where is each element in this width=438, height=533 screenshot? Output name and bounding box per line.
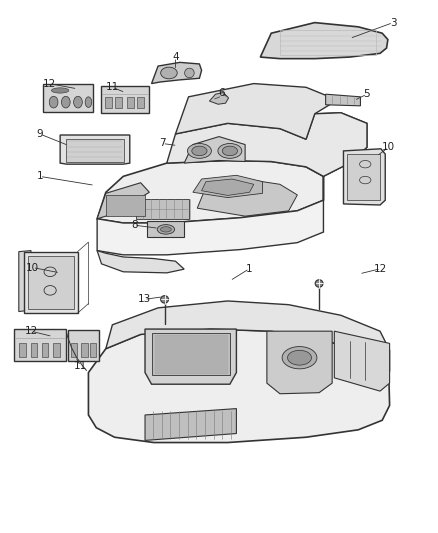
Bar xyxy=(152,333,230,375)
Text: 4: 4 xyxy=(172,52,179,62)
Polygon shape xyxy=(152,62,201,84)
Polygon shape xyxy=(97,200,323,255)
Text: 11: 11 xyxy=(106,82,119,92)
Polygon shape xyxy=(260,22,388,59)
Polygon shape xyxy=(197,179,297,216)
Polygon shape xyxy=(14,329,66,361)
Bar xyxy=(81,343,88,357)
Text: 10: 10 xyxy=(382,142,396,152)
Text: 7: 7 xyxy=(159,139,166,149)
Polygon shape xyxy=(145,329,237,384)
Text: 9: 9 xyxy=(36,129,43,139)
Bar xyxy=(19,343,26,357)
Text: 5: 5 xyxy=(364,89,370,99)
Bar xyxy=(137,97,144,109)
Bar xyxy=(71,343,77,357)
Text: 8: 8 xyxy=(131,220,138,230)
Polygon shape xyxy=(97,251,184,273)
Ellipse shape xyxy=(161,296,169,303)
Bar xyxy=(280,30,376,55)
Polygon shape xyxy=(97,183,149,219)
Polygon shape xyxy=(88,329,390,442)
Polygon shape xyxy=(306,113,367,200)
Polygon shape xyxy=(145,409,237,440)
Polygon shape xyxy=(19,251,31,312)
Ellipse shape xyxy=(49,96,58,108)
Text: 13: 13 xyxy=(138,294,151,304)
Bar xyxy=(127,97,134,109)
Ellipse shape xyxy=(222,146,237,156)
Bar xyxy=(105,97,112,109)
Polygon shape xyxy=(184,136,245,163)
Ellipse shape xyxy=(51,88,69,93)
Bar xyxy=(53,343,60,357)
Polygon shape xyxy=(193,175,262,198)
Text: 12: 12 xyxy=(25,326,38,336)
Ellipse shape xyxy=(160,227,171,232)
Text: 12: 12 xyxy=(42,78,56,88)
Polygon shape xyxy=(97,160,323,223)
Bar xyxy=(155,335,227,373)
Ellipse shape xyxy=(85,97,92,108)
Ellipse shape xyxy=(315,280,323,287)
Bar xyxy=(42,343,48,357)
Polygon shape xyxy=(24,252,78,313)
Polygon shape xyxy=(325,94,360,106)
Ellipse shape xyxy=(282,346,317,369)
Text: 3: 3 xyxy=(390,18,396,28)
Ellipse shape xyxy=(185,68,194,78)
Bar xyxy=(90,343,96,357)
Polygon shape xyxy=(43,84,93,112)
Polygon shape xyxy=(343,149,385,205)
Ellipse shape xyxy=(288,350,311,365)
Ellipse shape xyxy=(74,96,82,108)
Text: 1: 1 xyxy=(246,264,253,273)
Ellipse shape xyxy=(157,224,175,234)
Ellipse shape xyxy=(61,96,70,108)
Polygon shape xyxy=(102,86,149,113)
Ellipse shape xyxy=(192,146,207,156)
Text: 10: 10 xyxy=(26,263,39,272)
Text: 6: 6 xyxy=(218,87,225,98)
Bar xyxy=(28,256,74,309)
Text: 1: 1 xyxy=(36,172,43,181)
Polygon shape xyxy=(106,301,390,372)
Text: 12: 12 xyxy=(374,264,388,273)
Ellipse shape xyxy=(218,143,242,158)
Polygon shape xyxy=(267,331,332,394)
Text: 11: 11 xyxy=(74,361,87,371)
Polygon shape xyxy=(334,331,390,391)
Bar xyxy=(116,97,122,109)
Bar xyxy=(136,199,188,219)
Polygon shape xyxy=(201,179,254,196)
Polygon shape xyxy=(67,330,99,361)
Ellipse shape xyxy=(161,67,177,79)
Bar xyxy=(66,139,124,161)
Bar xyxy=(106,196,145,216)
Bar xyxy=(347,154,380,200)
Bar xyxy=(31,343,37,357)
Polygon shape xyxy=(60,135,130,164)
Bar xyxy=(147,221,184,237)
Ellipse shape xyxy=(187,143,212,158)
Polygon shape xyxy=(209,93,229,104)
Polygon shape xyxy=(167,113,367,176)
Polygon shape xyxy=(176,84,332,139)
